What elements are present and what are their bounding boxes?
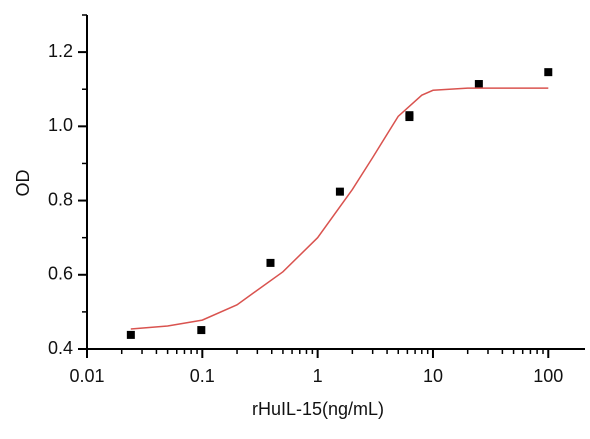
y-tick-label: 1.2 — [48, 41, 73, 61]
data-point — [197, 326, 206, 335]
data-point — [335, 187, 344, 196]
x-tick-label: 10 — [423, 366, 443, 386]
data-point — [405, 113, 414, 122]
x-tick-label: 1 — [313, 366, 323, 386]
x-axis-label: rHuIL-15(ng/mL) — [252, 399, 384, 419]
fit-curve — [130, 87, 549, 330]
data-point — [266, 258, 275, 267]
y-tick-label: 1.0 — [48, 115, 73, 135]
y-tick-label: 0.8 — [48, 189, 73, 209]
y-tick-label: 0.4 — [48, 338, 73, 358]
data-point — [544, 68, 553, 77]
x-tick-label: 0.1 — [190, 366, 215, 386]
x-tick-label: 0.01 — [69, 366, 104, 386]
y-tick-label: 0.6 — [48, 264, 73, 284]
y-axis-label: OD — [13, 169, 33, 196]
data-point — [474, 80, 483, 89]
data-point — [126, 330, 135, 339]
x-tick-label: 100 — [533, 366, 563, 386]
